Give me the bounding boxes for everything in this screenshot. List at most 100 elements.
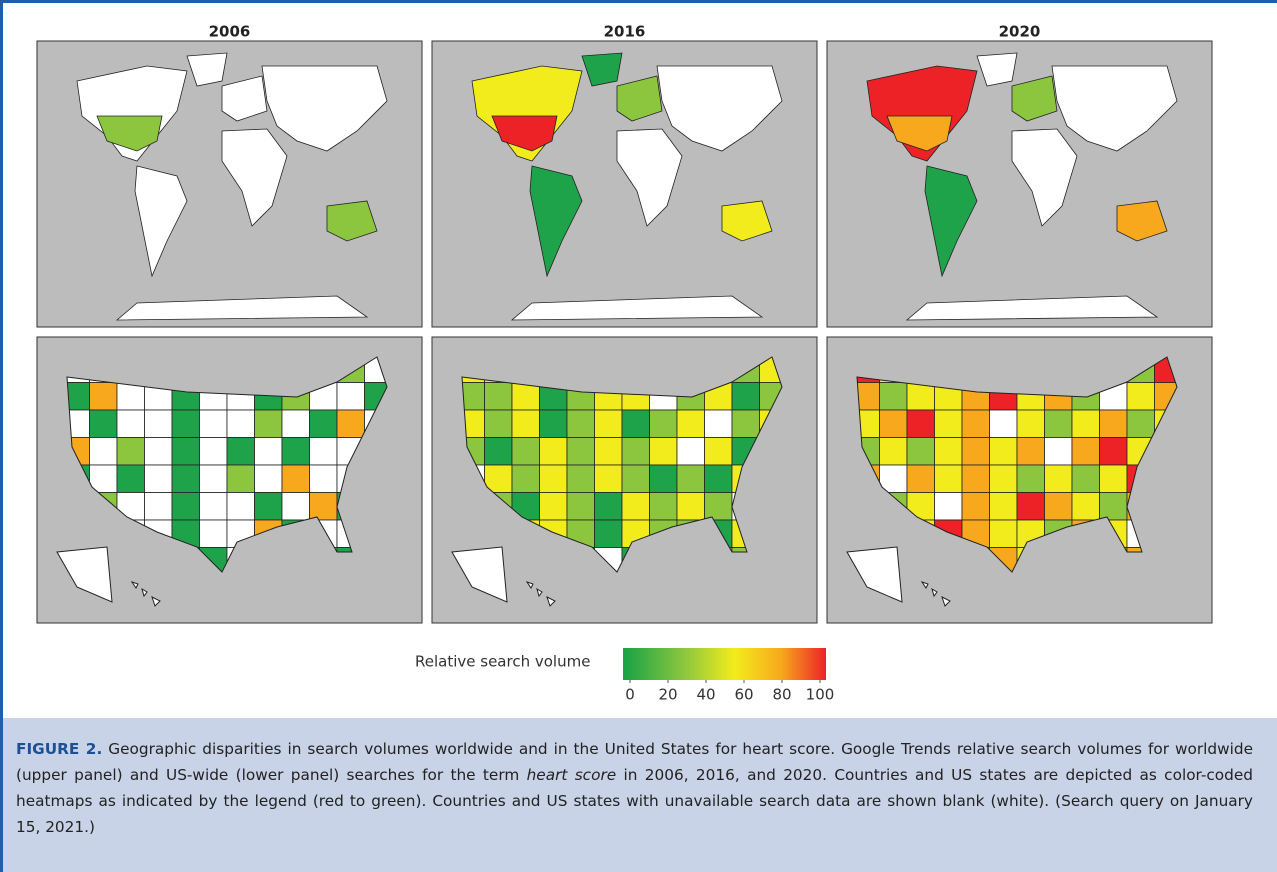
us-state	[1100, 410, 1128, 438]
us-state	[255, 465, 283, 493]
us-state	[622, 410, 650, 438]
us-state	[282, 465, 310, 493]
us-state	[145, 493, 173, 521]
us-state	[567, 438, 595, 466]
us-state	[255, 410, 283, 438]
us-state	[145, 438, 173, 466]
us-state	[310, 438, 338, 466]
us-state	[595, 520, 623, 548]
us-state	[227, 465, 255, 493]
us-state	[595, 438, 623, 466]
us-state	[227, 493, 255, 521]
us-state	[1017, 410, 1045, 438]
panel-year: 2016	[604, 23, 646, 41]
us-state	[540, 465, 568, 493]
us-state	[705, 465, 733, 493]
us-state	[485, 410, 513, 438]
us-map	[37, 337, 422, 623]
us-state	[990, 410, 1018, 438]
panel-year: 2020	[999, 23, 1041, 41]
legend-tick-label: 40	[696, 686, 715, 704]
us-state	[1045, 438, 1073, 466]
us-map	[432, 337, 817, 623]
us-state	[485, 383, 513, 411]
us-state	[540, 438, 568, 466]
us-state	[337, 383, 365, 411]
us-state	[540, 410, 568, 438]
us-state	[677, 438, 705, 466]
us-state	[310, 410, 338, 438]
us-state	[990, 438, 1018, 466]
caption-label: FIGURE 2.	[16, 740, 102, 758]
us-state	[172, 465, 200, 493]
us-state	[227, 410, 255, 438]
us-state	[227, 438, 255, 466]
us-state	[1017, 493, 1045, 521]
us-state	[200, 410, 228, 438]
us-state	[255, 438, 283, 466]
us-state	[1072, 465, 1100, 493]
us-state	[1045, 493, 1073, 521]
us-state	[935, 410, 963, 438]
us-state	[595, 465, 623, 493]
us-state	[595, 410, 623, 438]
us-state	[962, 493, 990, 521]
us-state	[1072, 438, 1100, 466]
us-state	[255, 493, 283, 521]
legend-tick-label: 60	[734, 686, 753, 704]
us-state	[200, 438, 228, 466]
us-state	[512, 410, 540, 438]
caption-emphasis: heart score	[527, 766, 617, 784]
us-state	[200, 520, 228, 548]
us-state	[705, 410, 733, 438]
us-state	[1100, 438, 1128, 466]
us-state	[540, 493, 568, 521]
us-state	[990, 493, 1018, 521]
us-state	[622, 465, 650, 493]
us-state	[172, 438, 200, 466]
us-state	[172, 410, 200, 438]
us-state	[935, 493, 963, 521]
legend-title: Relative search volume	[415, 653, 590, 671]
us-state	[117, 438, 145, 466]
us-state	[145, 465, 173, 493]
us-state	[1100, 465, 1128, 493]
us-state	[962, 410, 990, 438]
us-state	[90, 438, 118, 466]
us-state	[567, 410, 595, 438]
world-map	[37, 41, 422, 327]
us-state	[880, 410, 908, 438]
us-state	[650, 465, 678, 493]
us-state	[622, 493, 650, 521]
us-state	[907, 465, 935, 493]
us-state	[512, 438, 540, 466]
legend-tick-label: 0	[625, 686, 635, 704]
us-map	[827, 337, 1212, 623]
us-state	[200, 465, 228, 493]
us-state	[622, 438, 650, 466]
us-state	[907, 438, 935, 466]
panel-year: 2006	[209, 23, 251, 41]
us-state	[962, 465, 990, 493]
us-state	[1127, 410, 1155, 438]
us-state	[567, 493, 595, 521]
us-state	[172, 493, 200, 521]
us-state	[567, 465, 595, 493]
us-state	[145, 410, 173, 438]
us-state	[1072, 410, 1100, 438]
us-state	[1045, 410, 1073, 438]
us-state	[935, 465, 963, 493]
caption: FIGURE 2. Geographic disparities in sear…	[3, 718, 1277, 872]
us-state	[732, 383, 760, 411]
figure-page: Relative search volume 2006 2016 2020 0 20 40…	[0, 0, 1277, 872]
us-state	[485, 438, 513, 466]
us-state	[282, 438, 310, 466]
world-map	[827, 41, 1212, 327]
us-state	[907, 410, 935, 438]
us-state	[650, 493, 678, 521]
legend-tick-label: 20	[658, 686, 677, 704]
figure: Relative search volume 2006 2016 2020 0 20 40…	[0, 0, 1277, 718]
legend-colorbar	[623, 648, 826, 680]
us-state	[1072, 493, 1100, 521]
us-state	[880, 383, 908, 411]
